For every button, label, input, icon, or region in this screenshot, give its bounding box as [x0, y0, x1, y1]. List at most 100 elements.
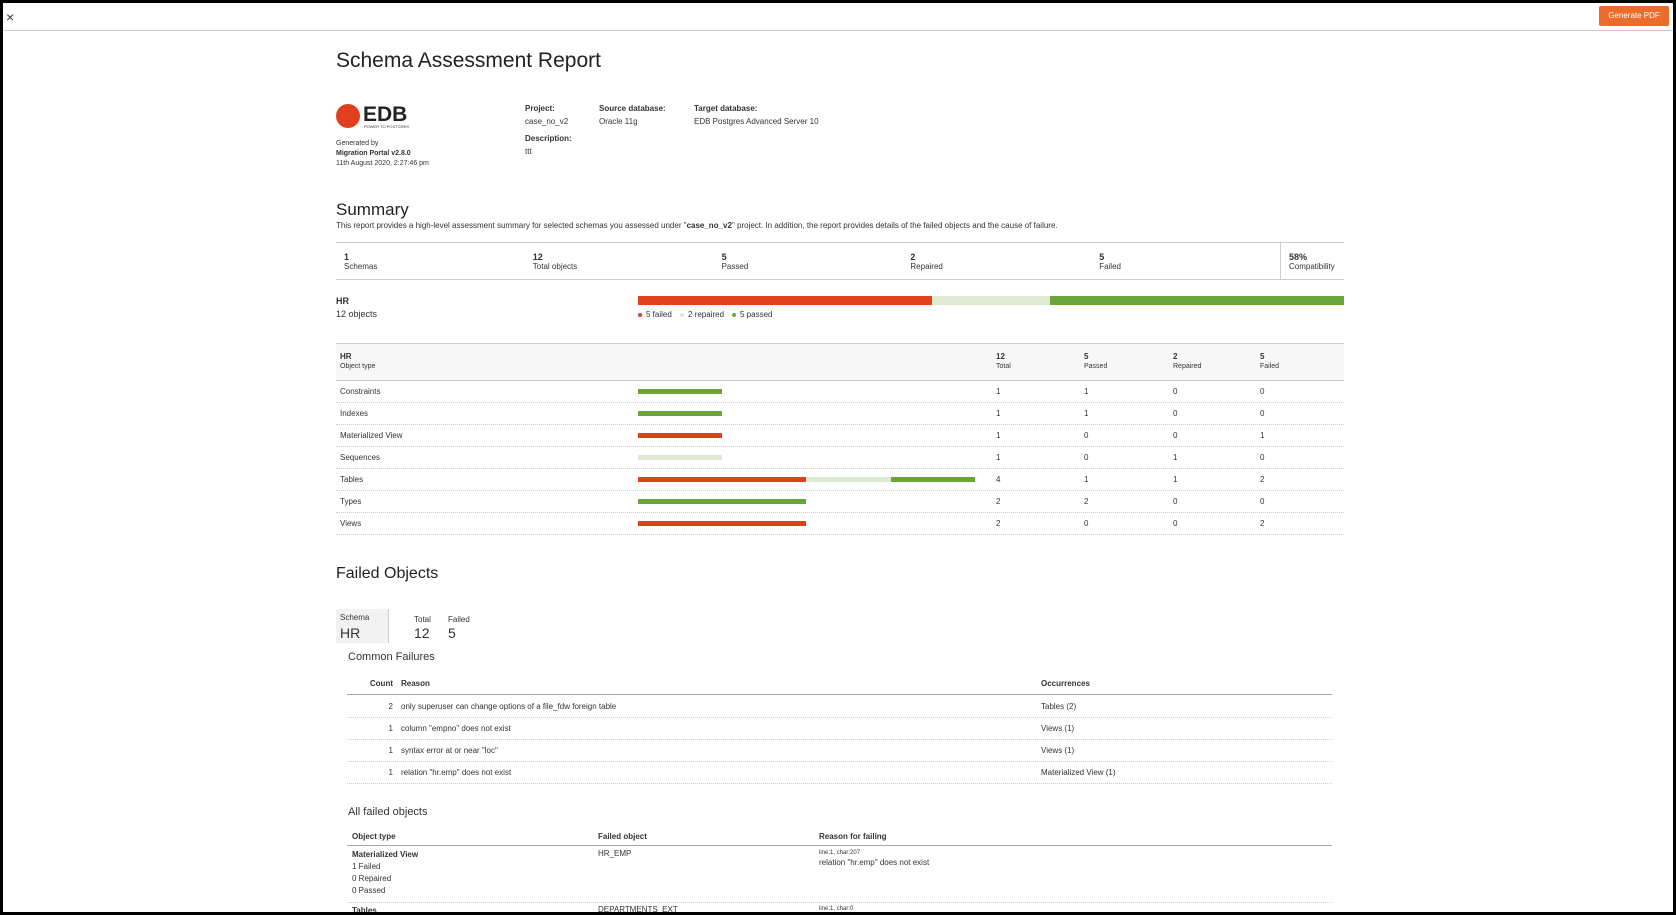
row-name: Sequences — [340, 453, 381, 462]
cell-repaired: 1 — [1173, 453, 1178, 462]
stat: 2 Repaired — [902, 243, 1091, 279]
stat: 12 Total objects — [525, 243, 714, 279]
cell-total: 1 — [996, 431, 1001, 440]
summary-intro: This report provides a high-level assess… — [336, 221, 1058, 230]
failed-object: HR_EMP — [598, 849, 632, 858]
bar-passed — [890, 477, 975, 482]
cell-repaired: 1 — [1173, 475, 1178, 484]
common-row — [347, 717, 1332, 740]
stat: 5 Failed — [1091, 243, 1280, 279]
common-cell: Views (1) — [1041, 724, 1075, 733]
table-row — [336, 468, 1344, 491]
stat-value: 1 — [344, 252, 350, 262]
cell-repaired: 0 — [1173, 497, 1178, 506]
failure-reason: relation "hr.emp" does not exist — [819, 858, 930, 867]
stat-value: 12 — [532, 252, 543, 262]
common-title: Common Failures — [348, 651, 435, 663]
meta-value: EDB Postgres Advanced Server 10 — [694, 117, 819, 126]
bar-failed — [638, 433, 723, 438]
intro-text: This report provides a high-level assess… — [336, 221, 687, 230]
stat-label: Compatibility — [1288, 262, 1335, 271]
bar-passed — [638, 499, 807, 504]
legend-dot — [638, 313, 642, 317]
total-value: 12 — [414, 625, 430, 641]
common-cell: Materialized View (1) — [1041, 768, 1116, 777]
failure-position: line:1, char:207 — [819, 850, 861, 856]
stat-value: 5 — [1099, 252, 1105, 262]
meta-value: case_no_v2 — [525, 117, 569, 126]
meta-label: Description: — [525, 134, 572, 143]
legend-label: 2 repaired — [688, 310, 725, 319]
cell-repaired: 0 — [1173, 431, 1178, 440]
common-header: Reason — [401, 679, 430, 688]
close-button[interactable]: × — [6, 9, 15, 25]
cell-failed: 0 — [1260, 453, 1265, 462]
generate-pdf-button[interactable]: Generate PDF — [1599, 6, 1669, 26]
row-name: Tables — [340, 475, 364, 484]
common-cell: 2 — [388, 702, 393, 711]
common-cell: 1 — [388, 724, 393, 733]
cell-passed: 0 — [1084, 431, 1089, 440]
stat-value: 5 — [721, 252, 727, 262]
table-row — [336, 490, 1344, 513]
cell-total: 2 — [996, 519, 1001, 528]
cell-repaired: 0 — [1173, 409, 1178, 418]
logo-tagline: POWER TO POSTGRES — [364, 124, 409, 129]
cell-failed: 1 — [1260, 431, 1265, 440]
column-label: Passed — [1084, 363, 1108, 370]
cell-passed: 1 — [1084, 475, 1089, 484]
stat: 1 Schemas — [336, 243, 525, 279]
common-header-line — [347, 694, 1332, 695]
legend-dot — [732, 313, 736, 317]
generated-by: Generated by — [336, 140, 379, 147]
failed-object: DEPARTMENTS_EXT — [598, 905, 678, 914]
row-name: Types — [340, 497, 362, 506]
common-header: Occurrences — [1041, 679, 1090, 688]
bar-repaired — [932, 296, 1050, 305]
object-count: 1 Failed — [352, 862, 381, 871]
table-row — [336, 402, 1344, 425]
column-label: Repaired — [1173, 363, 1202, 370]
row-name: Views — [340, 519, 362, 528]
stat-label: Failed — [1099, 262, 1121, 271]
cell-total: 1 — [996, 387, 1001, 396]
stat: 5 Passed — [714, 243, 903, 279]
stat-label: Passed — [721, 262, 749, 271]
meta-value: ttt — [525, 147, 532, 156]
all-header: Object type — [352, 832, 396, 841]
cell-passed: 0 — [1084, 453, 1089, 462]
cell-failed: 2 — [1260, 475, 1265, 484]
schema-value: HR — [340, 625, 361, 641]
all-row-line — [347, 902, 1332, 903]
header-label: Object type — [340, 363, 376, 370]
column-label: Total — [996, 363, 1011, 370]
cell-repaired: 0 — [1173, 519, 1178, 528]
table-row — [336, 424, 1344, 447]
bar-repaired — [806, 477, 891, 482]
column-value: 5 — [1260, 352, 1265, 361]
report-title: Schema Assessment Report — [336, 49, 601, 72]
intro-text: " project. In addition, the report provi… — [731, 221, 1058, 230]
stat-value: 2 — [910, 252, 916, 262]
schema-box — [336, 609, 389, 643]
intro-project: case_no_v2 — [686, 221, 732, 230]
column-value: 2 — [1173, 352, 1178, 361]
cell-total: 4 — [996, 475, 1001, 484]
failed-title: Failed Objects — [336, 565, 439, 582]
cell-total: 1 — [996, 453, 1001, 462]
bar-failed — [638, 477, 807, 482]
bar-passed — [638, 389, 723, 394]
cell-repaired: 0 — [1173, 387, 1178, 396]
logo: EDB — [363, 103, 408, 126]
all-header: Reason for failing — [819, 832, 887, 841]
meta-value: Oracle 11g — [599, 117, 638, 126]
object-count: 0 Passed — [352, 886, 386, 895]
column-value: 12 — [996, 352, 1005, 361]
common-row — [347, 761, 1332, 784]
all-title: All failed objects — [348, 806, 428, 818]
table-row — [336, 446, 1344, 469]
common-cell: column "empno" does not exist — [401, 724, 511, 733]
failed-label: Failed — [448, 615, 470, 624]
meta-label: Target database: — [694, 104, 758, 113]
